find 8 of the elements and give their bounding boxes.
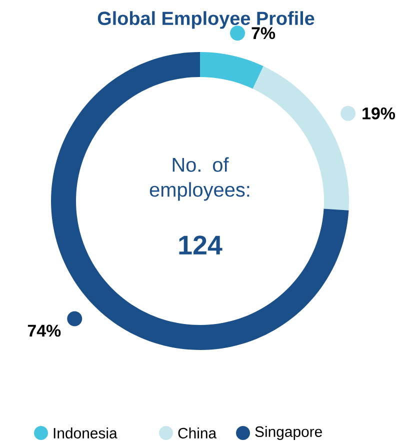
legend-label: Indonesia	[54, 428, 118, 438]
legend-label: China	[178, 428, 217, 438]
data-label: 19%	[362, 107, 396, 120]
text: No. of employees:	[150, 157, 250, 201]
data-label: 74%	[28, 324, 61, 337]
data-label: 7%	[252, 27, 276, 40]
legend-label: Singapore	[255, 426, 322, 440]
text: 124	[179, 236, 222, 254]
